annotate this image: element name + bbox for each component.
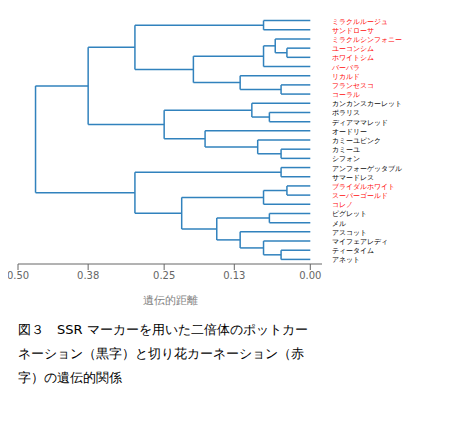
svg-text:ミラクルルージュ: ミラクルルージュ — [332, 18, 388, 26]
svg-text:アンフォーゲッタブル: アンフォーゲッタブル — [332, 165, 402, 173]
svg-text:ポラリス: ポラリス — [332, 109, 360, 117]
svg-text:アネット: アネット — [332, 256, 360, 264]
svg-text:0.25: 0.25 — [153, 270, 175, 281]
svg-text:遺伝的距離: 遺伝的距離 — [143, 294, 198, 307]
svg-text:コレノ: コレノ — [332, 201, 353, 209]
svg-text:コーラル: コーラル — [332, 91, 360, 99]
svg-text:ピグレット: ピグレット — [332, 210, 367, 218]
svg-text:0.50: 0.50 — [8, 270, 29, 281]
svg-text:オードリー: オードリー — [332, 128, 367, 136]
svg-text:バーバラ: バーバラ — [331, 64, 360, 72]
svg-text:0.38: 0.38 — [77, 270, 99, 281]
svg-text:0.00: 0.00 — [299, 270, 321, 281]
html-text:字）の遺伝的関係: 字）の遺伝的関係 — [18, 370, 122, 385]
svg-text:フランセスコ: フランセスコ — [332, 82, 374, 90]
svg-text:シフォン: シフォン — [332, 155, 360, 163]
svg-text:0.13: 0.13 — [223, 270, 245, 281]
svg-text:ユーコンシム: ユーコンシム — [332, 45, 374, 53]
svg-text:ミラクルシンフォニー: ミラクルシンフォニー — [332, 36, 402, 44]
html-text:ネーション（黒字）と切り花カーネーション（赤: ネーション（黒字）と切り花カーネーション（赤 — [18, 346, 304, 361]
svg-text:カンカンスカーレット: カンカンスカーレット — [332, 100, 402, 108]
svg-text:マイフェアレディ: マイフェアレディ — [332, 238, 388, 246]
html-text:図３ SSR マーカーを用いた二倍体のポットカー: 図３ SSR マーカーを用いた二倍体のポットカー — [18, 322, 308, 337]
svg-text:リカルド: リカルド — [332, 73, 360, 81]
svg-text:ティータイム: ティータイム — [332, 247, 374, 255]
svg-text:スーパーゴールド: スーパーゴールド — [332, 192, 388, 200]
svg-text:カミーユ: カミーユ — [332, 146, 360, 154]
svg-text:アスコット: アスコット — [332, 229, 367, 237]
svg-text:カミーユピンク: カミーユピンク — [332, 137, 381, 145]
svg-text:メル: メル — [332, 220, 346, 228]
svg-text:ディアママレッド: ディアママレッド — [332, 119, 388, 127]
svg-text:ブライダルホワイト: ブライダルホワイト — [332, 183, 395, 191]
svg-text:ホワイトシム: ホワイトシム — [332, 54, 374, 62]
svg-text:サマードレス: サマードレス — [332, 174, 374, 182]
svg-text:サンドローサ: サンドローサ — [332, 27, 374, 35]
